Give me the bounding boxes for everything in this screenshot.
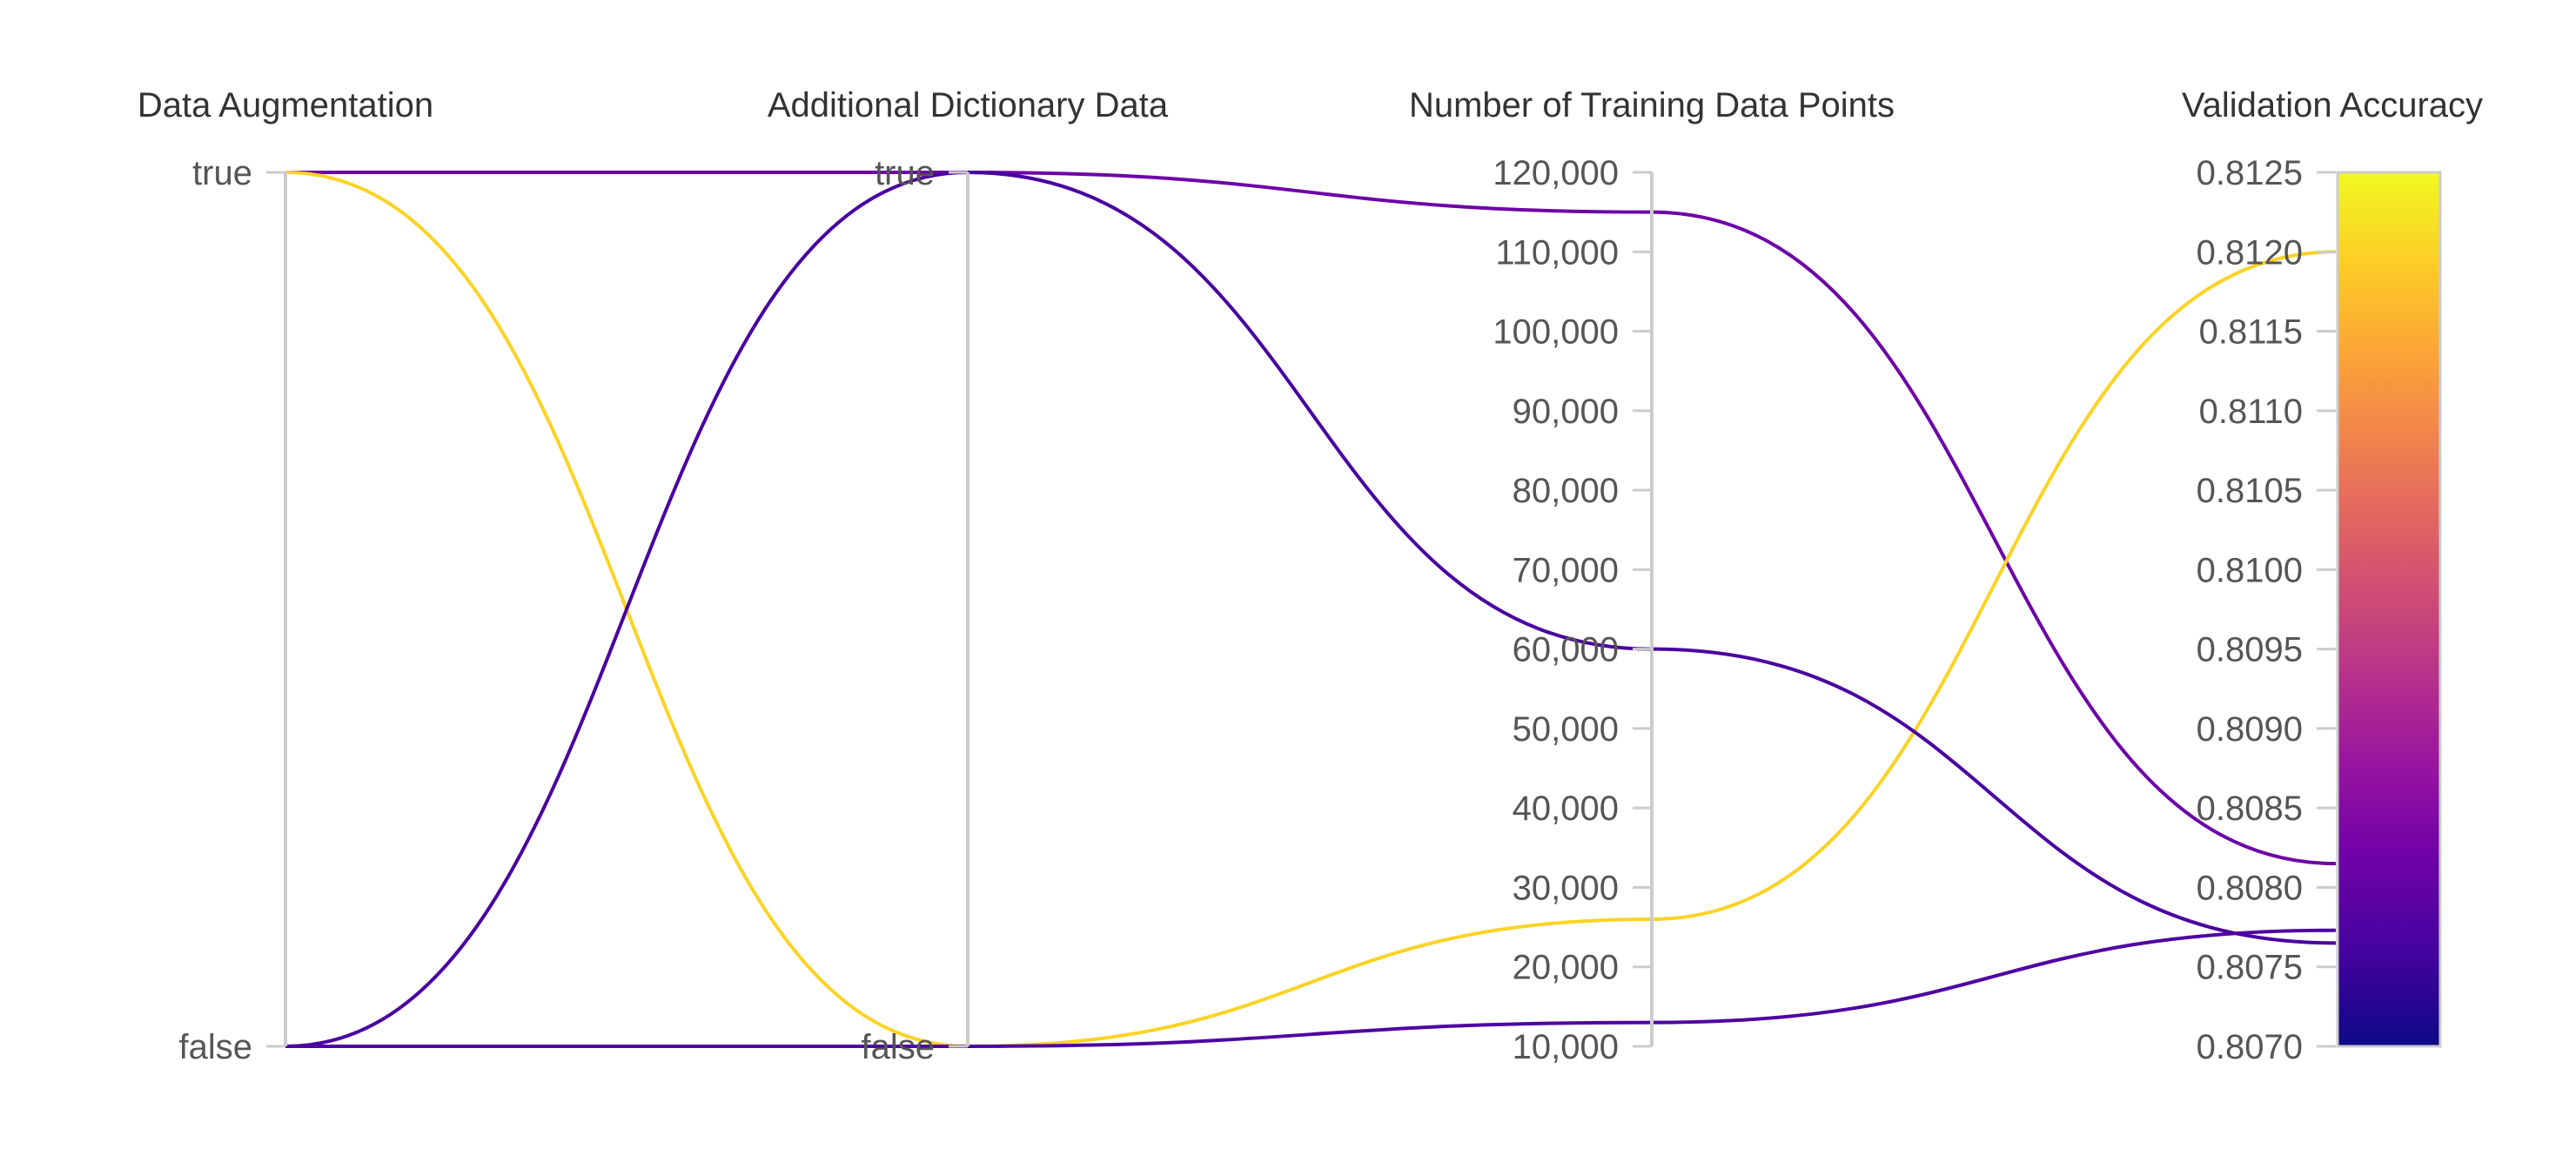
tick-label-dict: false — [862, 1028, 936, 1066]
tick-label-acc: 0.8085 — [2197, 790, 2303, 828]
tick-label-points: 30,000 — [1513, 869, 1619, 907]
tick-label-points: 60,000 — [1513, 631, 1619, 669]
colorbar — [2338, 172, 2440, 1046]
data-line-3 — [285, 170, 2337, 1048]
polylines — [285, 170, 2337, 1049]
axis-title-points: Number of Training Data Points — [1409, 86, 1895, 124]
tick-label-points: 120,000 — [1493, 154, 1619, 192]
tick-label-points: 110,000 — [1495, 233, 1619, 272]
tick-label-aug: false — [179, 1028, 253, 1066]
axis-acc: Validation Accuracy 0.8070 0.8075 0.8080 0.8… — [2182, 86, 2483, 1066]
tick-label-points: 80,000 — [1513, 472, 1619, 510]
axis-title-dict: Additional Dictionary Data — [768, 86, 1169, 124]
tick-label-acc: 0.8075 — [2197, 949, 2303, 987]
tick-label-points: 100,000 — [1493, 313, 1619, 352]
data-line-2 — [285, 171, 2337, 1049]
tick-label-acc: 0.8110 — [2199, 393, 2303, 431]
data-line-1 — [285, 170, 2337, 866]
tick-label-dict: true — [875, 154, 935, 192]
data-line-4 — [285, 928, 2337, 1049]
tick-label-acc: 0.8115 — [2199, 313, 2303, 352]
colorbar-frame — [2336, 171, 2442, 1048]
tick-label-points: 10,000 — [1513, 1028, 1619, 1066]
tick-label-acc: 0.8125 — [2197, 154, 2303, 192]
tick-label-acc: 0.8090 — [2197, 710, 2303, 749]
tick-label-points: 20,000 — [1513, 949, 1619, 987]
axis-dict: Additional Dictionary Data false true — [768, 86, 1169, 1066]
tick-label-acc: 0.8070 — [2197, 1028, 2303, 1066]
tick-label-acc: 0.8100 — [2197, 551, 2303, 589]
axis-title-aug: Data Augmentation — [138, 86, 433, 124]
tick-label-acc: 0.8080 — [2197, 869, 2303, 907]
axis-aug: Data Augmentation false true — [138, 86, 433, 1066]
tick-label-points: 90,000 — [1513, 393, 1619, 431]
tick-label-points: 50,000 — [1513, 710, 1619, 749]
tick-label-acc: 0.8095 — [2197, 631, 2303, 669]
tick-label-acc: 0.8120 — [2197, 233, 2303, 272]
axis-title-acc: Validation Accuracy — [2182, 86, 2483, 124]
tick-label-points: 40,000 — [1513, 790, 1619, 828]
tick-label-acc: 0.8105 — [2197, 472, 2303, 510]
tick-label-points: 70,000 — [1513, 551, 1619, 589]
tick-label-aug: true — [192, 154, 252, 192]
axis-points: Number of Training Data Points 10,000 20,0… — [1409, 86, 1895, 1066]
